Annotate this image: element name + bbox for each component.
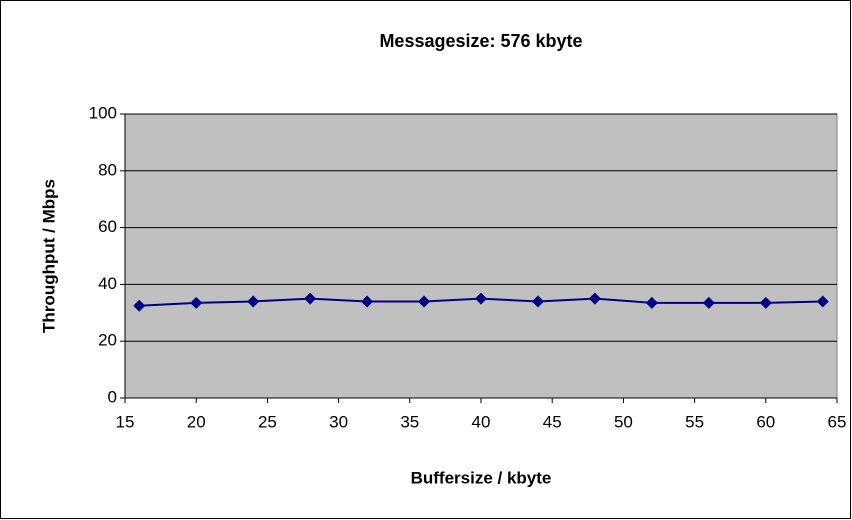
data-point: [645, 296, 658, 309]
x-tick-label: 45: [543, 412, 562, 431]
x-tick-label: 65: [828, 412, 847, 431]
x-tick-label: 40: [472, 412, 491, 431]
y-tick-label: 80: [98, 160, 117, 179]
x-axis-title: Buffersize / kbyte: [411, 468, 552, 487]
data-point: [247, 295, 260, 308]
data-point: [759, 296, 772, 309]
data-point: [816, 295, 829, 308]
y-tick-label: 20: [98, 331, 117, 350]
x-tick-label: 60: [756, 412, 775, 431]
chart-title: Messagesize: 576 kbyte: [379, 31, 582, 51]
y-tick-label: 60: [98, 217, 117, 236]
data-point: [190, 296, 203, 309]
plot-area: [124, 113, 838, 399]
y-tick-label: 0: [108, 387, 117, 406]
data-point: [475, 292, 487, 305]
x-tick-label: 25: [258, 412, 277, 431]
x-tick-label: 15: [116, 412, 135, 431]
data-point: [361, 295, 374, 308]
data-point: [304, 292, 317, 305]
x-tick-label: 20: [187, 412, 206, 431]
y-tick-label: 100: [89, 103, 117, 122]
x-tick-label: 50: [614, 412, 633, 431]
y-tick-label: 40: [98, 274, 117, 293]
data-point: [133, 299, 146, 312]
data-point: [702, 296, 715, 309]
data-point: [418, 295, 431, 308]
data-point: [588, 292, 601, 305]
data-point: [531, 295, 544, 308]
y-axis-title: Throughput / Mbps: [39, 179, 58, 333]
x-tick-label: 35: [400, 412, 419, 431]
x-tick-label: 30: [329, 412, 348, 431]
x-tick-label: 55: [685, 412, 704, 431]
